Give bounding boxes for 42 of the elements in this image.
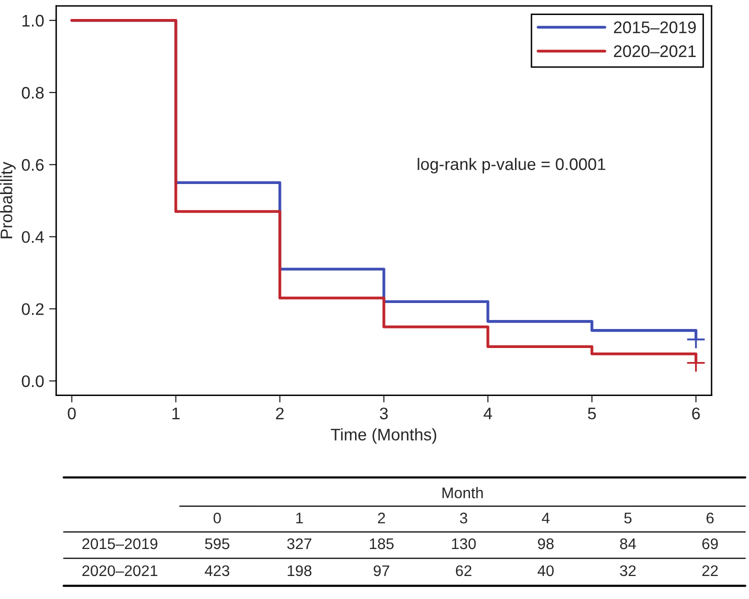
text: 2015–2019 xyxy=(82,538,158,550)
text: 97 xyxy=(374,565,390,576)
x-tick-label: 5 xyxy=(588,408,596,420)
y-tick-label: 0.8 xyxy=(22,86,44,99)
text: 3 xyxy=(460,512,468,524)
text: 69 xyxy=(702,538,718,550)
text: 327 xyxy=(287,538,312,550)
legend-label: 2015–2019 xyxy=(614,21,696,34)
text: 98 xyxy=(538,538,554,550)
legend-label: 2020–2021 xyxy=(614,45,696,58)
y-tick-label: 1.0 xyxy=(22,14,44,27)
x-tick-label: 1 xyxy=(172,408,180,420)
y-tick-label: 0.2 xyxy=(22,303,44,316)
x-tick-label: 4 xyxy=(484,408,492,420)
text: 6 xyxy=(706,512,714,524)
text: 2 xyxy=(378,512,385,524)
text: 423 xyxy=(204,565,230,576)
text: Month xyxy=(442,487,483,498)
text: 84 xyxy=(620,538,636,550)
x-axis-title: Time (Months) xyxy=(330,428,436,444)
text: 0 xyxy=(214,512,221,524)
x-tick-label: 3 xyxy=(380,408,388,420)
text: 22 xyxy=(702,565,718,576)
y-tick-label: 0.6 xyxy=(22,159,44,171)
text: 62 xyxy=(456,565,472,576)
text: 2020–2021 xyxy=(82,565,158,576)
text: 595 xyxy=(205,538,230,550)
text: 4 xyxy=(542,512,550,524)
y-axis-title: Probability xyxy=(0,162,16,238)
y-tick-label: 0.0 xyxy=(22,375,44,388)
text: 130 xyxy=(452,538,476,550)
text: 198 xyxy=(288,565,312,576)
text: 185 xyxy=(370,538,394,550)
x-tick-label: 2 xyxy=(276,408,284,420)
x-tick-label: 6 xyxy=(692,408,700,420)
y-tick-label: 0.4 xyxy=(22,231,44,243)
text: 40 xyxy=(538,565,554,576)
x-tick-label: 0 xyxy=(68,408,76,420)
text: 1 xyxy=(296,512,303,524)
annotation: log-rank p-value = 0.0001 xyxy=(418,158,606,174)
text: 32 xyxy=(620,565,636,576)
text: 5 xyxy=(624,512,632,524)
